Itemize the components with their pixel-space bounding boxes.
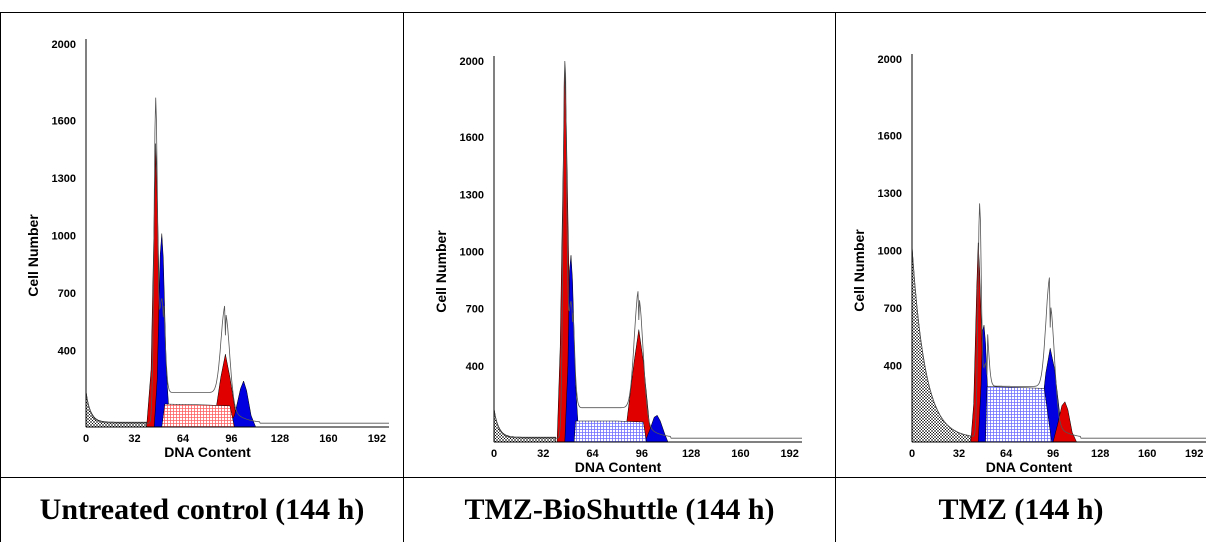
x-tick-label: 128	[682, 448, 700, 460]
model-series-4	[573, 420, 647, 443]
debris-area	[493, 408, 556, 443]
y-tick-label: 2000	[878, 54, 902, 66]
y-tick-label: 700	[466, 304, 484, 316]
y-tick-label: 1300	[878, 188, 902, 200]
y-tick-label: 1000	[52, 231, 76, 243]
model-series-3	[1052, 401, 1077, 443]
y-tick-label: 1600	[460, 132, 484, 144]
y-tick-label: 1600	[52, 116, 76, 128]
x-tick-label: 0	[491, 448, 497, 460]
x-tick-label: 32	[128, 433, 140, 445]
table-top-border	[0, 12, 1206, 13]
y-tick-label: 400	[884, 360, 902, 372]
y-tick-label: 1000	[460, 247, 484, 259]
x-tick-label: 192	[1185, 448, 1203, 460]
x-tick-label: 32	[537, 448, 549, 460]
y-tick-label: 1600	[878, 131, 902, 143]
x-tick-label: 160	[319, 433, 337, 445]
table-mid-border	[0, 477, 1206, 478]
debris-area	[85, 391, 147, 428]
x-tick-label: 0	[909, 448, 915, 460]
table-divider-1	[403, 12, 404, 542]
y-tick-label: 400	[466, 361, 484, 373]
x-axis-label: DNA Content	[164, 444, 251, 460]
x-tick-label: 160	[1138, 448, 1156, 460]
histogram-outline	[493, 60, 802, 439]
x-tick-label: 160	[731, 448, 749, 460]
y-axis-label: Cell Number	[25, 214, 41, 297]
x-axis-label: DNA Content	[575, 459, 662, 475]
table-left-border	[0, 12, 1, 542]
model-series-3	[644, 414, 669, 443]
x-tick-label: 64	[177, 433, 190, 445]
model-series-4	[985, 386, 1052, 443]
model-series-3	[227, 380, 257, 428]
caption-untreated: Untreated control (144 h)	[39, 493, 365, 526]
x-tick-label: 96	[1047, 448, 1059, 460]
y-axis-label: Cell Number	[433, 230, 449, 313]
x-tick-label: 128	[271, 433, 289, 445]
x-tick-label: 192	[368, 433, 386, 445]
y-tick-label: 1300	[460, 189, 484, 201]
debris-area	[911, 246, 972, 443]
y-tick-label: 700	[884, 303, 902, 315]
x-tick-label: 96	[636, 448, 648, 460]
histogram-untreated: 400 700 1000 1300 1600 2000 0 32 64 96 128 160 192 DN…	[25, 39, 389, 460]
y-tick-label: 700	[58, 288, 76, 300]
table-divider-2	[835, 12, 836, 542]
histogram-tmz: 400 700 1000 1300 1600 2000 0 32 64 96 128 160 192 DN…	[851, 54, 1206, 475]
x-tick-label: 32	[953, 448, 965, 460]
y-tick-label: 400	[58, 345, 76, 357]
model-series-4	[161, 403, 235, 428]
x-tick-label: 192	[781, 448, 799, 460]
y-tick-label: 1300	[52, 173, 76, 185]
y-axis-label: Cell Number	[851, 229, 867, 312]
caption-tmz-bioshuttle: TMZ-BioShuttle (144 h)	[464, 493, 775, 526]
x-tick-label: 64	[586, 448, 599, 460]
y-tick-label: 2000	[460, 56, 484, 68]
y-tick-label: 1000	[878, 246, 902, 258]
caption-tmz: TMZ (144 h)	[938, 493, 1104, 526]
histogram-tmz-bioshuttle: 400 700 1000 1300 1600 2000 0 32 64 96 128 160 192 DN…	[433, 56, 802, 475]
x-axis-label: DNA Content	[986, 459, 1073, 475]
x-tick-label: 96	[225, 433, 237, 445]
histogram-outline	[911, 203, 1206, 439]
x-tick-label: 128	[1091, 448, 1109, 460]
x-tick-label: 0	[83, 433, 89, 445]
x-tick-label: 64	[1000, 448, 1013, 460]
histogram-outline	[85, 97, 389, 424]
y-tick-label: 2000	[52, 39, 76, 51]
